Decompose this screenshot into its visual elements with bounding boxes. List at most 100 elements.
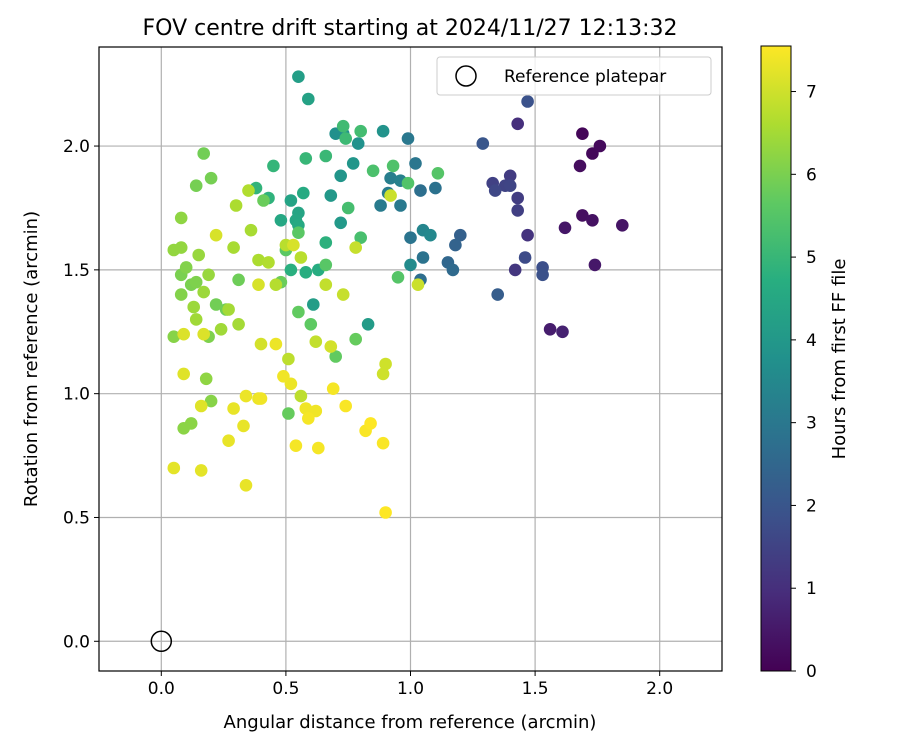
data-point	[239, 389, 253, 403]
data-point	[174, 288, 188, 301]
data-point	[192, 248, 205, 262]
data-point	[518, 251, 532, 264]
data-point	[302, 92, 315, 106]
colorbar-tick-label: 6	[806, 165, 817, 185]
colorbar-tick-label: 2	[806, 496, 817, 516]
colorbar: 0 1 2 3 4 5 6 7 Hours from first FF file	[760, 45, 850, 682]
data-point	[351, 137, 365, 150]
data-point	[269, 278, 283, 292]
data-point	[194, 464, 208, 477]
data-point	[508, 263, 522, 277]
data-point	[416, 251, 430, 264]
y-tick-label: 2.0	[63, 137, 90, 157]
data-point	[242, 184, 255, 197]
data-point	[189, 179, 203, 192]
chart-title: FOV centre drift starting at 2024/11/27 …	[143, 16, 678, 41]
legend-marker-reference	[455, 65, 477, 87]
data-point	[366, 164, 380, 178]
data-point	[391, 271, 405, 284]
data-point	[174, 211, 188, 225]
data-point	[424, 228, 437, 242]
data-point	[227, 241, 240, 254]
data-point	[616, 219, 629, 232]
data-point	[292, 70, 305, 83]
data-point	[174, 241, 188, 254]
data-point	[379, 506, 392, 519]
data-point	[179, 261, 193, 274]
data-point	[284, 263, 298, 277]
data-point	[232, 318, 245, 331]
data-point	[573, 159, 587, 173]
data-point	[324, 189, 338, 202]
data-point	[521, 228, 534, 242]
data-point	[292, 305, 305, 319]
data-point	[364, 417, 377, 430]
colorbar-gradient	[760, 45, 792, 672]
data-point	[197, 327, 210, 341]
colorbar-tick-label: 5	[806, 248, 817, 268]
data-point	[454, 228, 467, 242]
data-point	[239, 479, 253, 492]
data-point	[576, 209, 589, 222]
data-point	[511, 117, 524, 131]
data-point	[299, 152, 313, 165]
data-point	[274, 214, 288, 227]
data-point	[511, 204, 524, 217]
data-point	[252, 278, 265, 292]
data-point	[252, 253, 265, 267]
data-point	[429, 181, 442, 195]
data-point	[307, 298, 320, 311]
colorbar-tick-label: 7	[806, 83, 817, 103]
data-point	[431, 167, 445, 180]
data-point	[379, 357, 392, 371]
data-point	[543, 323, 557, 336]
data-point	[326, 382, 340, 396]
data-point	[491, 288, 505, 301]
data-point	[334, 169, 348, 183]
data-point	[269, 337, 283, 351]
data-point	[446, 263, 460, 277]
data-point	[277, 370, 290, 383]
data-point	[319, 258, 333, 272]
data-point	[521, 95, 534, 108]
data-point	[304, 318, 318, 331]
data-point	[299, 402, 313, 415]
data-point	[222, 434, 235, 448]
x-tick-label: 0.0	[148, 679, 175, 699]
data-point	[297, 186, 310, 200]
y-tick-label: 1.5	[63, 261, 90, 281]
data-point	[354, 124, 368, 138]
data-point	[488, 184, 502, 197]
data-point	[354, 231, 368, 244]
data-point	[197, 285, 210, 299]
data-point	[309, 335, 323, 349]
data-point	[586, 214, 599, 227]
data-point	[209, 228, 223, 242]
data-point	[187, 300, 200, 314]
data-point	[257, 194, 270, 207]
legend-label-reference: Reference platepar	[504, 67, 666, 87]
data-point	[177, 422, 190, 435]
data-point	[361, 318, 375, 331]
colorbar-tick-label: 0	[806, 662, 817, 682]
data-point	[209, 298, 223, 311]
data-point	[339, 399, 353, 413]
data-point	[576, 127, 589, 140]
data-point	[336, 288, 350, 301]
data-point	[384, 189, 397, 202]
data-point	[292, 226, 305, 239]
data-point	[503, 179, 517, 192]
data-point	[411, 278, 425, 292]
data-point	[334, 216, 348, 230]
data-point	[299, 266, 313, 279]
data-point	[511, 191, 524, 205]
y-axis-label: Rotation from reference (arcmin)	[21, 211, 42, 507]
data-point	[339, 132, 353, 145]
data-point	[384, 171, 397, 185]
data-point	[404, 258, 417, 272]
y-tick-label: 0.0	[63, 632, 90, 652]
data-point	[376, 436, 390, 450]
data-point	[177, 367, 190, 381]
data-point	[167, 461, 181, 475]
